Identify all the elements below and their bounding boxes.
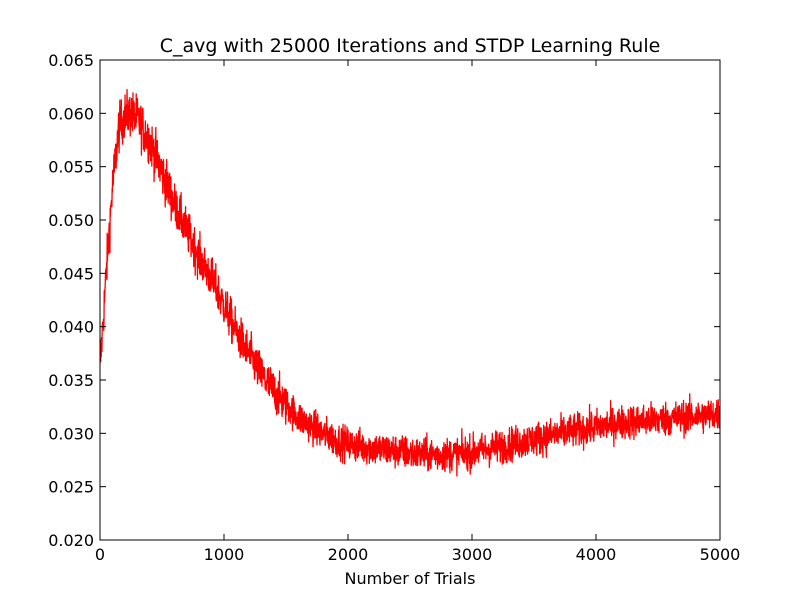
y-tick-label: 0.025 [48,478,94,497]
x-tick-label: 4000 [576,545,617,564]
y-tick-label: 0.030 [48,424,94,443]
y-tick-label: 0.020 [48,531,94,550]
data-layer [99,88,721,477]
chart-title: C_avg with 25000 Iterations and STDP Lea… [160,35,661,57]
y-tick-label: 0.045 [48,264,94,283]
x-tick-label: 3000 [452,545,493,564]
series-line-0 [99,88,721,477]
y-tick-label: 0.055 [48,158,94,177]
y-tick-label: 0.035 [48,371,94,390]
y-tick-label: 0.050 [48,211,94,230]
plot-frame [99,59,721,541]
x-tick-label: 1000 [204,545,245,564]
x-axis-title: Number of Trials [345,569,476,588]
x-tick-label: 5000 [700,545,741,564]
y-tick-label: 0.060 [48,104,94,123]
y-tick-label: 0.040 [48,318,94,337]
x-tick-label: 2000 [328,545,369,564]
ticks-layer: 0 1000 2000 3000 4000 5000 0.020 0.025 0.030 0.03… [48,51,740,564]
x-tick-label: 0 [95,545,105,564]
y-tick-label: 0.065 [48,51,94,70]
